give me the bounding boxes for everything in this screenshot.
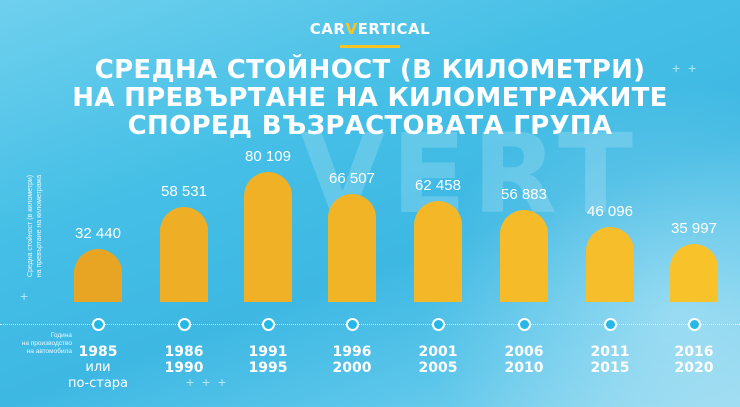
plus-decoration: + + + bbox=[186, 374, 227, 390]
logo-v-mark: V bbox=[345, 20, 358, 38]
timeline-node bbox=[432, 318, 445, 331]
bar-value-label: 80 109 bbox=[245, 148, 291, 165]
timeline-node bbox=[688, 318, 701, 331]
title-line-2: НА ПРЕВЪРТАНЕ НА КИЛОМЕТРАЖИТЕ bbox=[72, 83, 668, 113]
timeline-node bbox=[346, 318, 359, 331]
bar-value-label: 35 997 bbox=[671, 220, 717, 237]
bar bbox=[414, 201, 462, 302]
x-axis-label-line-3: на автомобила bbox=[26, 348, 72, 355]
bar-group: 62 458 bbox=[414, 177, 462, 302]
plus-decoration: + bbox=[20, 288, 29, 304]
timeline-node bbox=[262, 318, 275, 331]
year-label: 2016 2020 bbox=[674, 344, 714, 376]
bar-value-label: 66 507 bbox=[329, 170, 375, 187]
bar-group: 56 883 bbox=[500, 186, 548, 302]
logo-underline bbox=[340, 45, 400, 48]
bar bbox=[244, 172, 292, 302]
bar-group: 66 507 bbox=[328, 170, 376, 302]
bar bbox=[586, 227, 634, 302]
year-label: 1996 2000 bbox=[332, 344, 372, 376]
bar-value-label: 32 440 bbox=[75, 225, 121, 242]
bar-value-label: 56 883 bbox=[501, 186, 547, 203]
y-axis-label: Средна стойност (в километри) на превърт… bbox=[26, 146, 44, 306]
logo-text-post: ERTICAL bbox=[357, 20, 431, 38]
year-label: 1991 1995 bbox=[248, 344, 288, 376]
plus-decoration: + + bbox=[672, 60, 697, 76]
bar-group: 35 997 bbox=[670, 220, 718, 302]
bar bbox=[74, 249, 122, 302]
bar-value-label: 62 458 bbox=[415, 177, 461, 194]
year-label: 1985 или по-стара bbox=[67, 344, 129, 391]
x-axis-label: Година на производство на автомобила bbox=[12, 332, 72, 356]
bar-value-label: 46 096 bbox=[587, 203, 633, 220]
timeline-node bbox=[604, 318, 617, 331]
bar-value-label: 58 531 bbox=[161, 183, 207, 200]
logo-text-pre: CAR bbox=[309, 20, 346, 38]
bar bbox=[670, 244, 718, 302]
y-axis-label-line-1: Средна стойност (в километри) bbox=[27, 174, 34, 278]
x-axis-label-line-2: на производство bbox=[21, 340, 72, 347]
bar bbox=[500, 210, 548, 302]
chart-title: СРЕДНА СТОЙНОСТ (В КИЛОМЕТРИ) НА ПРЕВЪРТ… bbox=[0, 56, 740, 140]
bar-group: 58 531 bbox=[160, 183, 208, 302]
year-label: 1986 1990 bbox=[164, 344, 204, 376]
timeline-node bbox=[92, 318, 105, 331]
bar-group: 32 440 bbox=[74, 225, 122, 302]
title-line-3: СПОРЕД ВЪЗРАСТОВАТА ГРУПА bbox=[127, 111, 613, 141]
y-axis-label-line-2: на превъртане на километража bbox=[36, 174, 43, 278]
brand-logo: CARVERTICAL bbox=[0, 20, 740, 38]
year-label: 2006 2010 bbox=[504, 344, 544, 376]
title-line-1: СРЕДНА СТОЙНОСТ (В КИЛОМЕТРИ) bbox=[94, 55, 646, 85]
bar bbox=[328, 194, 376, 302]
timeline-node bbox=[178, 318, 191, 331]
timeline-axis bbox=[0, 324, 740, 325]
bar-group: 46 096 bbox=[586, 203, 634, 302]
bar-group: 80 109 bbox=[244, 148, 292, 302]
timeline-node bbox=[518, 318, 531, 331]
bar bbox=[160, 207, 208, 302]
x-axis-label-line-1: Година bbox=[50, 332, 72, 339]
year-label: 2011 2015 bbox=[590, 344, 630, 376]
year-label: 2001 2005 bbox=[418, 344, 458, 376]
